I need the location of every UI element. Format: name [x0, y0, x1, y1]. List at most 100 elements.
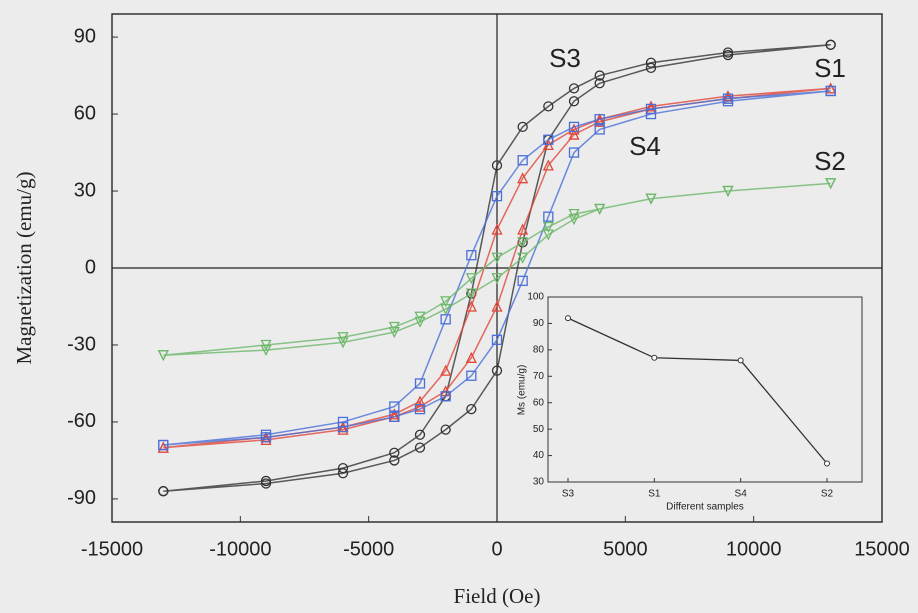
marker [388, 321, 400, 333]
marker [260, 339, 272, 351]
marker [414, 311, 426, 323]
marker [517, 172, 529, 184]
marker [158, 486, 169, 497]
series-label: S1 [814, 53, 846, 83]
x-tick-label: -15000 [81, 538, 143, 560]
marker [337, 423, 349, 435]
inset-y-tick-label: 60 [533, 397, 545, 408]
marker [568, 96, 580, 107]
marker [517, 275, 528, 286]
inset-marker [737, 357, 744, 364]
marker [414, 442, 426, 453]
marker [337, 337, 349, 349]
marker [568, 123, 580, 135]
inset-x-tick-label: S1 [648, 489, 661, 500]
inset-marker [824, 460, 830, 467]
marker [594, 114, 605, 125]
marker [517, 155, 528, 166]
series-line [163, 90, 831, 446]
x-tick-label: -5000 [343, 538, 394, 560]
marker [337, 416, 349, 428]
marker [491, 191, 503, 202]
marker [466, 403, 477, 415]
marker [491, 252, 503, 264]
x-tick-label: -10000 [209, 538, 271, 560]
marker [440, 424, 451, 435]
marker [722, 49, 734, 61]
marker [645, 62, 657, 74]
marker [491, 334, 503, 345]
marker [389, 447, 400, 458]
marker [568, 121, 580, 133]
marker [645, 100, 657, 112]
y-tick-label: 90 [74, 25, 96, 47]
marker [594, 203, 606, 215]
marker [517, 223, 529, 235]
x-tick-label: 5000 [603, 538, 648, 560]
marker [543, 134, 554, 145]
marker [542, 221, 554, 233]
series-label: S2 [814, 146, 846, 176]
marker [465, 273, 477, 285]
marker [568, 214, 580, 226]
marker [157, 441, 169, 453]
marker [157, 350, 169, 362]
marker [337, 462, 349, 474]
marker [414, 316, 426, 328]
marker [260, 475, 272, 487]
inset-marker [651, 354, 658, 361]
marker [414, 395, 426, 407]
marker [645, 193, 657, 205]
inset-x-tick-label: S2 [821, 489, 834, 500]
inset-marker [565, 315, 571, 322]
marker [491, 160, 503, 171]
y-tick-label: -30 [67, 333, 96, 355]
marker [388, 326, 400, 339]
inset-y-tick-label: 50 [533, 424, 545, 435]
marker [389, 401, 400, 412]
marker [388, 408, 400, 420]
y-tick-label: 0 [85, 256, 96, 278]
marker [414, 403, 426, 415]
marker [825, 178, 837, 190]
marker [825, 39, 836, 50]
marker [389, 455, 400, 466]
marker [414, 378, 426, 389]
y-tick-label: -90 [67, 487, 96, 509]
inset-x-tick-label: S3 [562, 489, 575, 500]
x-tick-label: 15000 [854, 538, 910, 560]
marker [260, 478, 272, 489]
inset-y-tick-label: 30 [533, 477, 545, 488]
marker [465, 288, 477, 300]
inset-line [567, 317, 828, 464]
marker [491, 273, 503, 285]
marker [158, 439, 169, 451]
marker [491, 223, 503, 235]
marker [825, 82, 837, 94]
inset-y-tick-label: 100 [527, 292, 544, 303]
marker [491, 365, 503, 376]
series-line [163, 87, 831, 449]
marker [825, 85, 836, 97]
marker [465, 351, 477, 363]
y-tick-label: 60 [74, 102, 96, 124]
marker [543, 101, 554, 112]
marker [389, 411, 400, 422]
marker [517, 237, 529, 249]
marker [568, 147, 580, 158]
x-tick-label: 0 [491, 538, 502, 560]
marker [491, 300, 503, 312]
series-line [163, 44, 831, 492]
inset-y-tick-label: 80 [533, 344, 545, 355]
marker [594, 124, 605, 135]
marker [645, 103, 657, 115]
inset-x-title: Different samples [666, 502, 744, 513]
marker [722, 185, 734, 197]
marker [568, 208, 580, 221]
marker [465, 300, 477, 312]
marker [543, 211, 554, 222]
series-label: S3 [549, 43, 581, 73]
inset-y-title: Ms (emu/g) [517, 365, 528, 416]
inset-y-tick-label: 40 [533, 450, 545, 461]
